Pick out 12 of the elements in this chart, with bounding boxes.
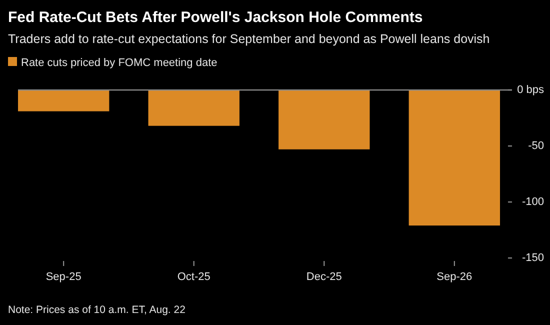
chart-subtitle: Traders add to rate-cut expectations for September and beyond as Powell leans dovish bbox=[8, 32, 490, 46]
x-tick-label: Oct-25 bbox=[177, 271, 210, 283]
chart-title: Fed Rate-Cut Bets After Powell's Jackson Hole Comments bbox=[8, 9, 423, 26]
y-tick-label: 0 bps bbox=[517, 84, 544, 96]
x-tick-label: Dec-25 bbox=[306, 271, 342, 283]
y-tick-label: -100 bbox=[522, 196, 544, 208]
y-tick-label: -50 bbox=[528, 140, 544, 152]
legend-label: Rate cuts priced by FOMC meeting date bbox=[21, 57, 218, 69]
x-tick-label: Sep-25 bbox=[46, 271, 82, 283]
text: Note: Prices as of 10 a.m. ET, Aug. 22 bbox=[8, 304, 186, 316]
x-tick-label: Sep-26 bbox=[436, 271, 472, 283]
y-tick-label: -150 bbox=[522, 252, 544, 264]
